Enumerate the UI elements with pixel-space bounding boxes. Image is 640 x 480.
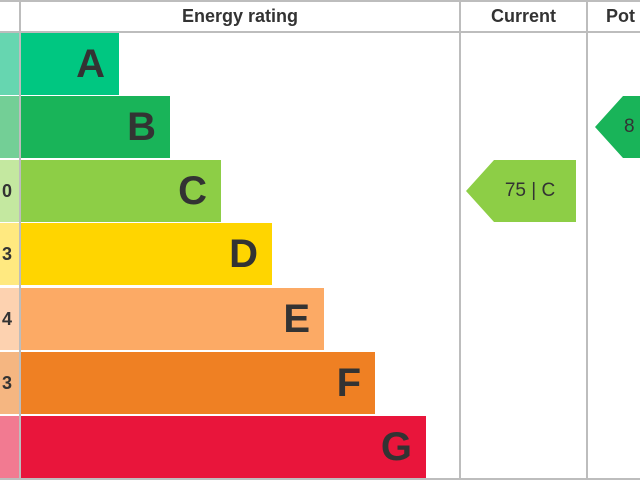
score-cell-d: 3 (0, 223, 19, 285)
energy-band-b: B (21, 96, 170, 158)
energy-rating-header: Energy rating (181, 6, 299, 26)
potential-rating-label: 8 (624, 116, 635, 137)
energy-band-a: A (21, 33, 119, 95)
potential-header: Pot (606, 6, 635, 26)
energy-band-c: C (21, 160, 221, 222)
energy-band-e: E (21, 288, 324, 350)
current-column-divider (459, 0, 461, 480)
score-column-divider (19, 0, 21, 480)
energy-band-f: F (21, 352, 375, 414)
current-rating-arrow: 75 | C (466, 160, 576, 222)
energy-band-d: D (21, 223, 272, 285)
potential-column-divider (586, 0, 588, 480)
energy-band-g: G (21, 416, 426, 478)
score-cell-a (0, 33, 19, 95)
score-cell-e: 4 (0, 288, 19, 350)
score-cell-g (0, 416, 19, 478)
potential-rating-arrow: 8 (595, 96, 640, 158)
header-divider (0, 31, 640, 33)
current-rating-label: 75 | C (504, 180, 556, 201)
top-border (0, 0, 640, 2)
score-cell-b (0, 96, 19, 158)
bottom-border (0, 478, 640, 480)
score-cell-f: 3 (0, 352, 19, 414)
score-cell-c: 0 (0, 160, 19, 222)
current-header: Current (490, 6, 556, 26)
